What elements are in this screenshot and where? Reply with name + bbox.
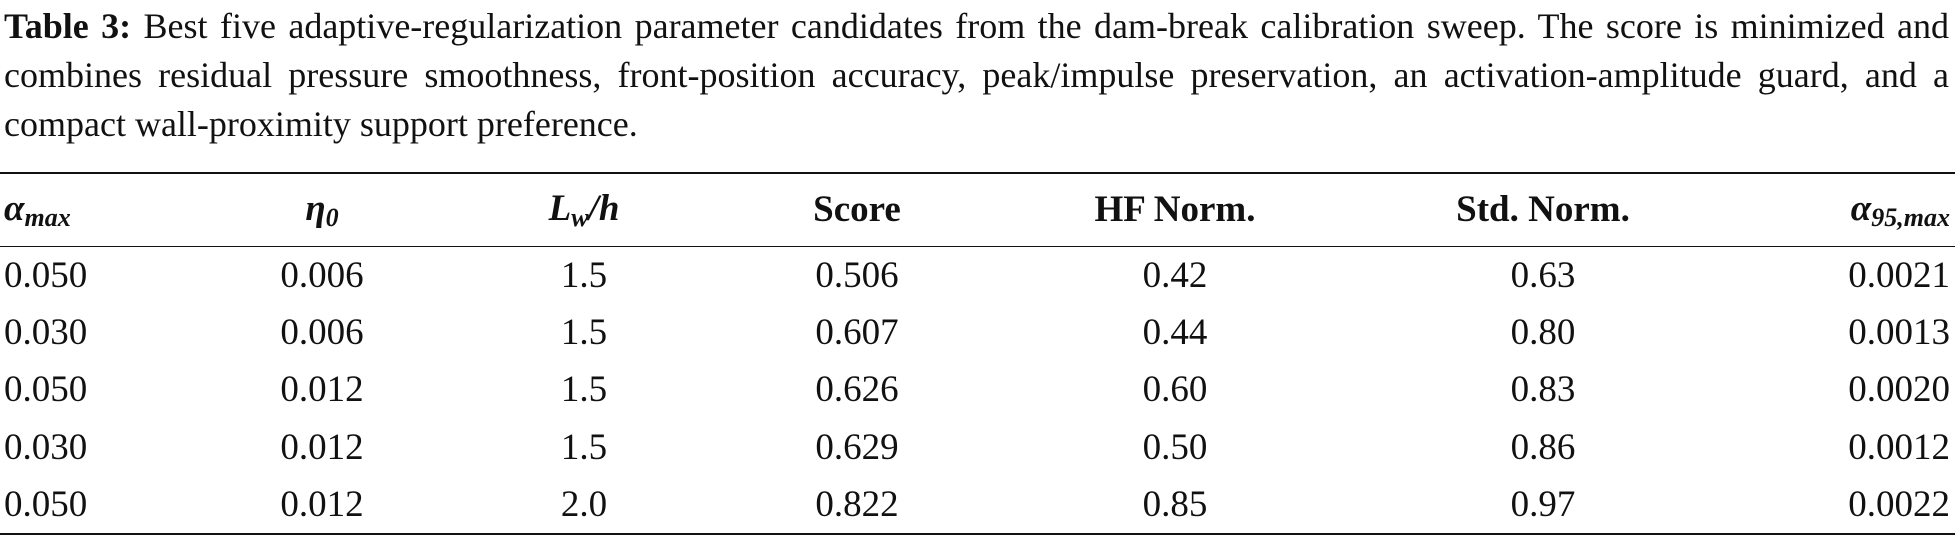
column-header: η0	[190, 173, 454, 246]
table-row: 0.030 0.012 1.5 0.629 0.50 0.86 0.0012	[0, 419, 1955, 477]
header-symbol: L	[548, 187, 572, 229]
table-cell: 0.607	[815, 311, 899, 353]
table-cell: 0.050	[4, 369, 88, 411]
table-cell: 0.42	[1142, 254, 1208, 296]
table-cell: 0.0022	[1848, 483, 1950, 525]
table-cell: 0.629	[815, 426, 899, 468]
table-row: 0.030 0.006 1.5 0.607 0.44 0.80 0.0013	[0, 304, 1955, 362]
table-cell: 0.0020	[1848, 369, 1950, 411]
table-cell: 0.0013	[1848, 311, 1950, 353]
column-header: HF Norm.	[1094, 189, 1256, 231]
table-cell: 0.012	[280, 483, 364, 525]
table-cell: 0.44	[1142, 311, 1208, 353]
table-cell: 0.626	[815, 369, 899, 411]
table-body: 0.050 0.006 1.5 0.506 0.42 0.63 0.0021 0.030 0.0…	[0, 246, 1955, 534]
table-cell: 0.86	[1510, 426, 1576, 468]
table-cell: 0.60	[1142, 369, 1208, 411]
caption-label: Table 3:	[4, 6, 132, 46]
table-cell: 0.97	[1510, 483, 1576, 525]
column-header: Score	[813, 189, 901, 231]
header-suffix: /h	[588, 187, 620, 229]
table-row: 0.050 0.012 2.0 0.822 0.85 0.97 0.0022	[0, 476, 1955, 534]
caption: Table 3: Best five adaptive-regularizati…	[4, 2, 1949, 149]
column-header: αmax	[0, 173, 190, 246]
table: αmax η0 Lw/h Score HF Norm. Std. Norm. α95,max…	[0, 172, 1955, 535]
column-header: α95,max	[1736, 173, 1955, 246]
header-subscript: max	[24, 202, 71, 232]
header-subscript: 0	[325, 202, 339, 232]
caption-text: Best five adaptive-regularization parame…	[4, 6, 1950, 144]
table-row: 0.050 0.006 1.5 0.506 0.42 0.63 0.0021	[0, 246, 1955, 304]
header-row: αmax η0 Lw/h Score HF Norm. Std. Norm. α95,max	[0, 173, 1955, 246]
table-cell: 0.83	[1510, 369, 1576, 411]
table-cell: 0.80	[1510, 311, 1576, 353]
table-cell: 0.050	[4, 254, 88, 296]
table-cell: 1.5	[560, 426, 608, 468]
table-cell: 0.822	[815, 483, 899, 525]
table-cell: 1.5	[560, 254, 608, 296]
header-symbol: η	[305, 187, 326, 229]
table-cell: 0.50	[1142, 426, 1208, 468]
table-cell: 0.006	[280, 254, 364, 296]
table-cell: 0.030	[4, 426, 88, 468]
table-cell: 0.85	[1142, 483, 1208, 525]
table-cell: 1.5	[560, 369, 608, 411]
column-header: Std. Norm.	[1456, 189, 1630, 231]
table-cell: 0.030	[4, 311, 88, 353]
table-cell: 0.0012	[1848, 426, 1950, 468]
table-cell: 0.012	[280, 426, 364, 468]
header-subscript: 95,max	[1871, 202, 1950, 232]
header-subscript: w	[571, 202, 589, 232]
column-header: Lw/h	[454, 173, 714, 246]
table-cell: 0.0021	[1848, 254, 1950, 296]
table-cell: 0.050	[4, 483, 88, 525]
table-cell: 0.506	[815, 254, 899, 296]
table-cell: 0.63	[1510, 254, 1576, 296]
table-row: 0.050 0.012 1.5 0.626 0.60 0.83 0.0020	[0, 361, 1955, 419]
table-cell: 1.5	[560, 311, 608, 353]
table-cell: 0.012	[280, 369, 364, 411]
header-symbol: α	[4, 187, 25, 229]
table-cell: 2.0	[560, 483, 608, 525]
header-symbol: α	[1850, 187, 1872, 229]
table-cell: 0.006	[280, 311, 364, 353]
